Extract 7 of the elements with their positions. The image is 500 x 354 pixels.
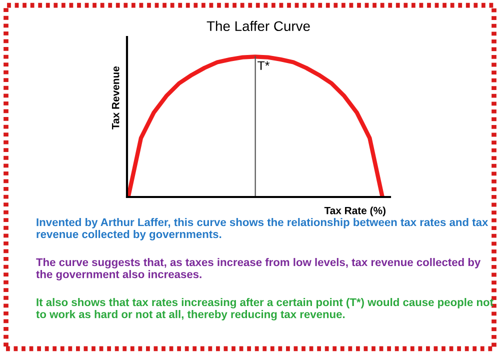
chart-title: The Laffer Curve — [206, 20, 310, 32]
text: The curve suggests that, as taxes increase from low levels, tax revenue collected by the government also increases. — [36, 258, 481, 280]
x-axis-title: Tax Rate (%) — [324, 206, 386, 216]
y-axis-title: Tax Revenue — [112, 66, 120, 130]
text: Invented by Arthur Laffer, this curve shows the relationship between tax rates and tax revenue collected by governments. — [36, 218, 488, 240]
annotation: T* — [258, 61, 270, 70]
text: It also shows that tax rates increasing after a certain point (T*) would cause people not to work as hard or not at all, thereby reducing tax revenue. — [36, 298, 494, 320]
